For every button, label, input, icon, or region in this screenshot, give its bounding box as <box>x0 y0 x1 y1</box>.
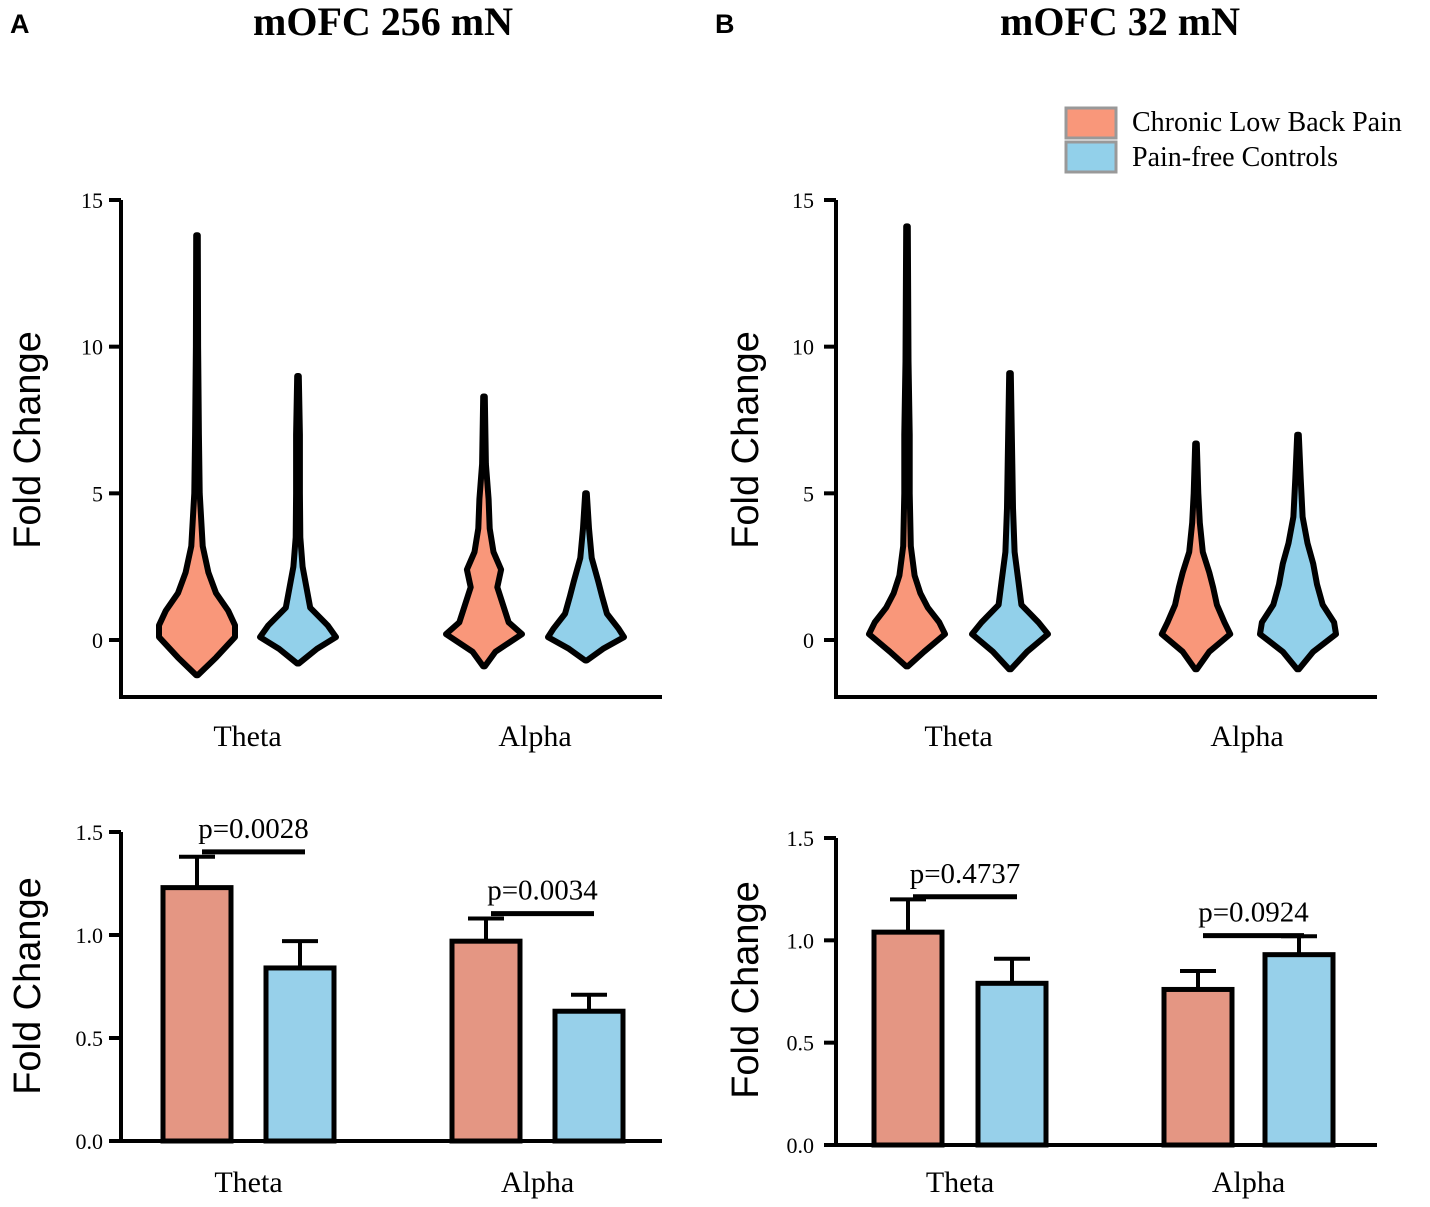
bar-chronic-low-back-pain-theta <box>160 885 234 1144</box>
violin-pain-free-controls-alpha <box>1257 431 1339 673</box>
axes <box>834 200 1377 699</box>
violin-pain-free-controls-theta <box>257 373 339 667</box>
y-axis-title: Fold Change <box>7 331 49 549</box>
y-tick-label: 10 <box>81 335 103 360</box>
y-axis-title: Fold Change <box>7 877 49 1095</box>
y-tick-label: 1.0 <box>76 923 104 948</box>
x-category-label: Theta <box>214 1166 282 1199</box>
p-value-label: p=0.4737 <box>910 858 1021 890</box>
legend-swatch-clbp <box>1064 106 1118 140</box>
violin-chronic-low-back-pain-alpha <box>443 393 525 670</box>
legend-swatch-controls <box>1064 140 1118 174</box>
y-tick-label: 15 <box>792 188 814 213</box>
x-category-label: Alpha <box>1212 1166 1285 1199</box>
bar-pain-free-controls-alpha <box>1262 952 1336 1148</box>
y-tick-label: 1.5 <box>787 826 815 851</box>
chart-a-violin: 0 5 10 15 Fold Change Theta Alpha <box>7 188 662 753</box>
legend: Chronic Low Back Pain Pain-free Controls <box>1064 106 1402 174</box>
x-category-label: Theta <box>926 1166 994 1199</box>
bar-chronic-low-back-pain-alpha <box>1161 986 1235 1148</box>
panel-letter-b: B <box>715 9 735 39</box>
y-tick-label: 5 <box>92 481 103 506</box>
y-axis-title: Fold Change <box>725 331 767 549</box>
axes <box>119 200 662 699</box>
y-tick-label: 0.5 <box>787 1031 815 1056</box>
x-category-label: Alpha <box>501 1166 574 1199</box>
bar-pain-free-controls-theta <box>263 965 337 1144</box>
bar-chronic-low-back-pain-theta <box>871 929 945 1148</box>
chart-b-violin: 0 5 10 15 Fold Change Theta Alpha <box>725 188 1377 753</box>
x-category-label: Alpha <box>498 720 571 753</box>
panel-title-b: mOFC 32 mN <box>1000 0 1240 44</box>
chart-b-bar: 0.0 0.5 1.0 1.5 Fold Change Theta Alpha p=0.473… <box>725 826 1377 1199</box>
y-tick-label: 0 <box>803 628 814 653</box>
violin-chronic-low-back-pain-alpha <box>1158 440 1234 673</box>
panel-letter-a: A <box>10 9 30 39</box>
y-tick-label: 0.0 <box>787 1133 815 1158</box>
y-tick-label: 10 <box>792 335 814 360</box>
bar-pain-free-controls-alpha <box>552 1008 626 1144</box>
p-value-label: p=0.0034 <box>487 875 598 907</box>
violin-pain-free-controls-alpha <box>545 490 627 664</box>
x-category-label: Theta <box>924 720 992 753</box>
violin-pain-free-controls-theta <box>969 370 1051 673</box>
bar-pain-free-controls-theta <box>975 980 1049 1148</box>
p-value-label: p=0.0028 <box>198 813 309 845</box>
violin-chronic-low-back-pain-theta <box>866 223 948 670</box>
legend-label-controls: Pain-free Controls <box>1132 142 1338 173</box>
bar-chronic-low-back-pain-alpha <box>449 938 523 1144</box>
x-category-label: Alpha <box>1210 720 1283 753</box>
y-axis-title: Fold Change <box>725 881 767 1099</box>
y-tick-label: 1.0 <box>787 928 815 953</box>
p-value-label: p=0.0924 <box>1198 897 1309 929</box>
x-category-label: Theta <box>213 720 281 753</box>
y-tick-label: 1.5 <box>76 820 104 845</box>
y-tick-label: 0.0 <box>76 1129 104 1154</box>
y-tick-label: 15 <box>81 188 103 213</box>
y-tick-label: 0 <box>92 628 103 653</box>
panel-title-a: mOFC 256 mN <box>253 0 513 44</box>
charts-layer: 0 5 10 15 Fold Change Theta Alpha 0 5 10 15 Fold Ch… <box>7 188 1377 1199</box>
y-tick-label: 5 <box>803 481 814 506</box>
legend-label-clbp: Chronic Low Back Pain <box>1132 107 1402 138</box>
violin-chronic-low-back-pain-theta <box>156 232 238 679</box>
chart-a-bar: 0.0 0.5 1.0 1.5 Fold Change Theta Alpha p=0.002… <box>7 813 662 1199</box>
y-tick-label: 0.5 <box>76 1026 104 1051</box>
